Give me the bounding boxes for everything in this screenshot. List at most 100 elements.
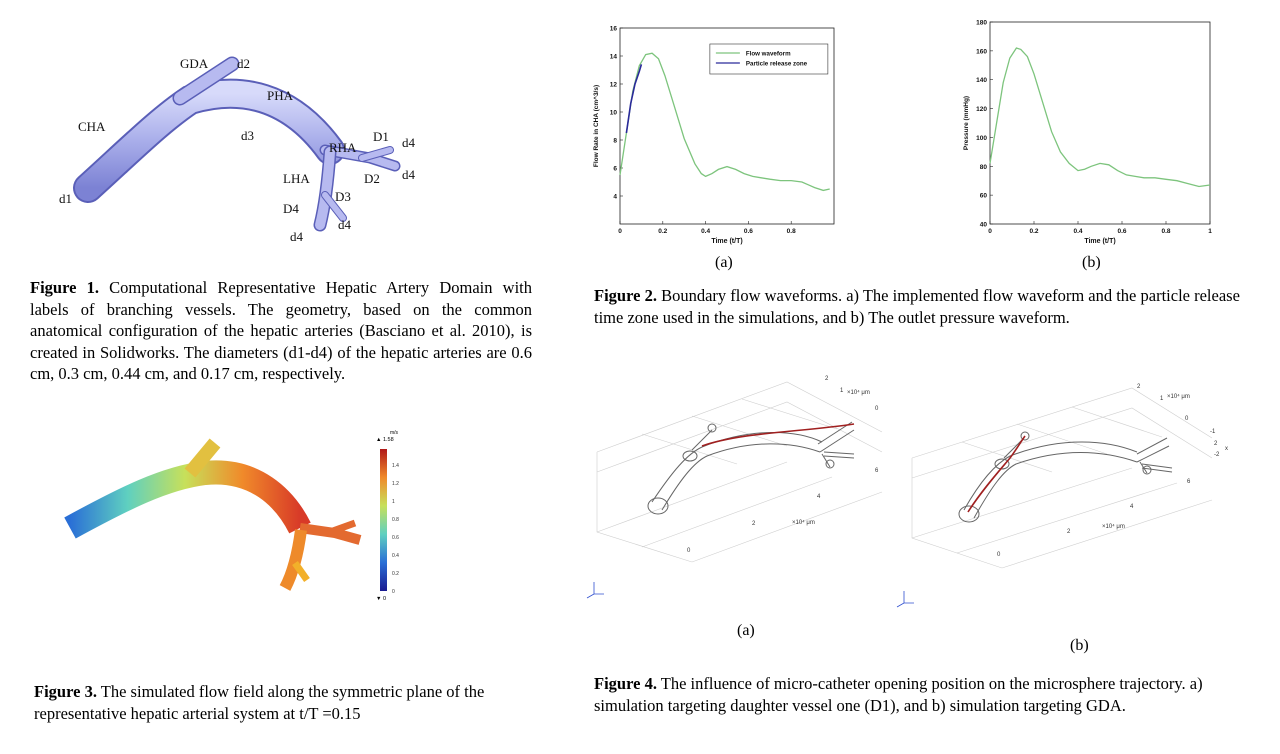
label-d4-right1: d4	[402, 135, 416, 150]
axis-unit-a-top: ×10⁴ μm	[847, 389, 870, 396]
svg-text:4: 4	[1130, 504, 1134, 510]
svg-text:-1: -1	[1210, 429, 1216, 435]
figure-1-caption-label: Figure 1.	[30, 278, 99, 297]
label-lha: LHA	[283, 171, 310, 186]
colorbar-tick-6: 0.2	[392, 571, 399, 577]
figure-4-caption: Figure 4. The influence of micro-cathete…	[594, 673, 1254, 716]
label-d4-right2: d4	[402, 167, 416, 182]
triad-a	[586, 582, 604, 599]
svg-text:-2: -2	[1214, 452, 1220, 458]
flow-field-geometry	[64, 438, 362, 591]
series-line-0	[989, 47, 1211, 188]
plot-frame	[989, 21, 1211, 225]
legend-label-0: Flow waveform	[746, 50, 791, 57]
ytick-label-5: 14	[610, 54, 618, 61]
label-d3: d3	[241, 128, 254, 143]
label-rha: RHA	[329, 140, 357, 155]
label-D4: D4	[283, 201, 299, 216]
series-line-1	[625, 64, 643, 134]
svg-text:2: 2	[752, 521, 756, 527]
vessel-outline-b	[958, 431, 1173, 523]
xtick-label-3: 0.6	[744, 228, 753, 235]
ytick-label-1: 60	[980, 193, 988, 200]
legend-box	[709, 43, 829, 75]
trajectory-d1-plot: ×10⁴ μm ×10⁴ μm 0 2 4 6 2 1 0	[586, 376, 883, 599]
ytick-label-6: 160	[976, 48, 987, 55]
figure-3-caption: Figure 3. The simulated flow field along…	[34, 681, 534, 724]
colorbar-tick-3: 0.8	[392, 517, 399, 523]
svg-text:0: 0	[875, 406, 879, 412]
xtick-label-4: 0.8	[787, 228, 796, 235]
axis-unit-b-top: ×10⁴ μm	[1167, 393, 1190, 400]
svg-text:0: 0	[997, 552, 1001, 558]
colorbar-max: ▲ 1.58	[376, 437, 394, 443]
colorbar-unit: m/s	[390, 430, 399, 436]
pressure-chart: 40 60 80 100 120 140 160 180 0 0.2 0.4 0.6 0.8 1 Time …	[963, 20, 1212, 246]
xtick-label-4: 0.8	[1161, 228, 1170, 235]
figure-4b-sublabel: (b)	[1070, 637, 1089, 654]
colorbar-tick-4: 0.6	[392, 535, 399, 541]
figure-2-caption-label: Figure 2.	[594, 286, 657, 305]
colorbar-tick-1: 1.2	[392, 481, 399, 487]
label-D1: D1	[373, 129, 389, 144]
ytick-label-5: 140	[976, 77, 987, 84]
figure-4-caption-label: Figure 4.	[594, 674, 657, 693]
svg-text:4: 4	[817, 494, 821, 500]
triad-b	[896, 591, 914, 608]
figure-4a-sublabel: (a)	[737, 622, 755, 639]
label-d4-bottom2: d4	[290, 229, 304, 244]
axis-ticks-b: 0 2 4 6 2 1 0 -1 2 -2 x	[997, 384, 1228, 558]
svg-text:0: 0	[687, 548, 691, 554]
xtick-label-1: 0.2	[658, 228, 667, 235]
xtick-label-3: 0.6	[1117, 228, 1126, 235]
label-cha: CHA	[78, 119, 106, 134]
svg-text:2: 2	[1214, 441, 1218, 447]
figure-1-caption-text: Computational Representative Hepatic Art…	[30, 278, 532, 383]
ytick-label-3: 100	[976, 135, 987, 142]
label-d2: d2	[237, 56, 250, 71]
figure-1-caption: Figure 1. Computational Representative H…	[30, 277, 532, 385]
ytick-label-4: 120	[976, 106, 987, 113]
xtick-label-0: 0	[988, 228, 992, 235]
figure-2a-sublabel: (a)	[715, 254, 733, 271]
trajectory-gda-plot: ×10⁴ μm ×10⁴ μm 0 2 4 6 2 1 0 -1 2 -2 x	[896, 384, 1228, 608]
legend-label-1: Particle release zone	[746, 60, 808, 67]
axis-unit-b: ×10⁴ μm	[1102, 523, 1125, 530]
svg-text:2: 2	[825, 376, 829, 382]
ytick-label-1: 6	[613, 166, 617, 173]
colorbar-gradient	[380, 449, 387, 591]
vessel-outline-a	[647, 421, 855, 515]
colorbar-tick-2: 1	[392, 499, 395, 505]
colorbar-ticks: 1.4 1.2 1 0.8 0.6 0.4 0.2 0	[392, 463, 399, 595]
vessel-tree	[73, 56, 401, 232]
grid-box-a	[596, 381, 883, 563]
ytick-label-6: 16	[610, 26, 618, 33]
x-axis-label: Time (t/T)	[711, 238, 742, 245]
xtick-label-2: 0.4	[1073, 228, 1082, 235]
axis-ticks-a: 0 2 4 6 2 1 0	[687, 376, 879, 554]
y-axis-label: Pressure (mmHg)	[963, 96, 970, 150]
svg-text:x: x	[1225, 446, 1228, 452]
grid-box-b	[911, 387, 1213, 569]
colorbar-min: ▼ 0	[376, 596, 386, 602]
plot-frame	[619, 27, 835, 225]
trajectory-line-a	[701, 423, 855, 447]
flow-field-plot	[64, 438, 362, 591]
ytick-label-0: 4	[613, 194, 617, 201]
figure-2-caption-text: Boundary flow waveforms. a) The implemen…	[594, 286, 1240, 327]
xtick-label-5: 1	[1208, 228, 1212, 235]
svg-text:6: 6	[1187, 479, 1191, 485]
x-axis-label: Time (t/T)	[1084, 238, 1115, 245]
flow-rate-chart: 4 6 8 10 12 14 16 0 0.2 0.4 0.6 0.8 Time (t/T) Flow R…	[592, 26, 835, 245]
colorbar-tick-7: 0	[392, 589, 395, 595]
colorbar-tick-0: 1.4	[392, 463, 399, 469]
xtick-label-2: 0.4	[701, 228, 710, 235]
label-D2: D2	[364, 171, 380, 186]
svg-text:0: 0	[1185, 416, 1189, 422]
label-gda: GDA	[180, 56, 209, 71]
colorbar-tick-5: 0.4	[392, 553, 399, 559]
svg-text:1: 1	[840, 388, 844, 394]
figure-2b-sublabel: (b)	[1082, 254, 1101, 271]
svg-text:2: 2	[1137, 384, 1141, 390]
ytick-label-0: 40	[980, 222, 988, 229]
